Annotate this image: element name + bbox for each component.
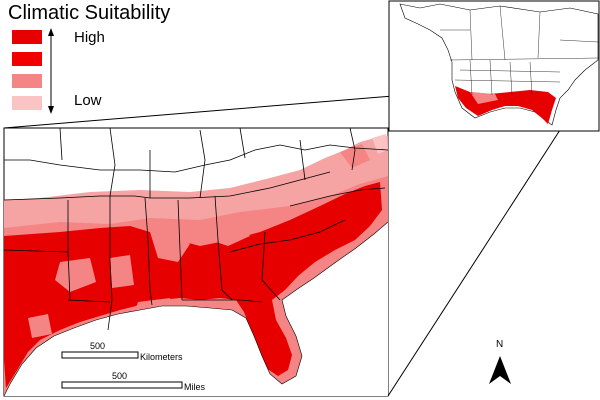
suitability-patch [205,218,250,246]
legend-high-label: High [74,29,105,46]
state-borders [4,128,388,331]
suitability-patch [28,314,52,338]
legend-swatch-mid-high [12,52,42,66]
suitability-patch [110,255,134,288]
scalebar-km-unit: Kilometers [140,352,183,362]
suitability-patch [340,144,370,168]
inset-suitability-low [470,92,498,104]
suitability-high-core [4,182,382,388]
legend-title: Climatic Suitability [8,2,171,24]
coastline [4,221,388,396]
scalebar-mi-value: 500 [112,371,128,381]
north-arrow-label: N [496,339,504,350]
suitability-patch [372,134,388,154]
legend-swatch-mid-low [12,74,42,88]
scalebar-km-value: 500 [90,341,106,351]
inset-borders [440,5,599,96]
suitability-patch [55,258,96,292]
legend-swatch-high [12,30,42,44]
scalebar-mi-unit: Miles [184,382,206,392]
